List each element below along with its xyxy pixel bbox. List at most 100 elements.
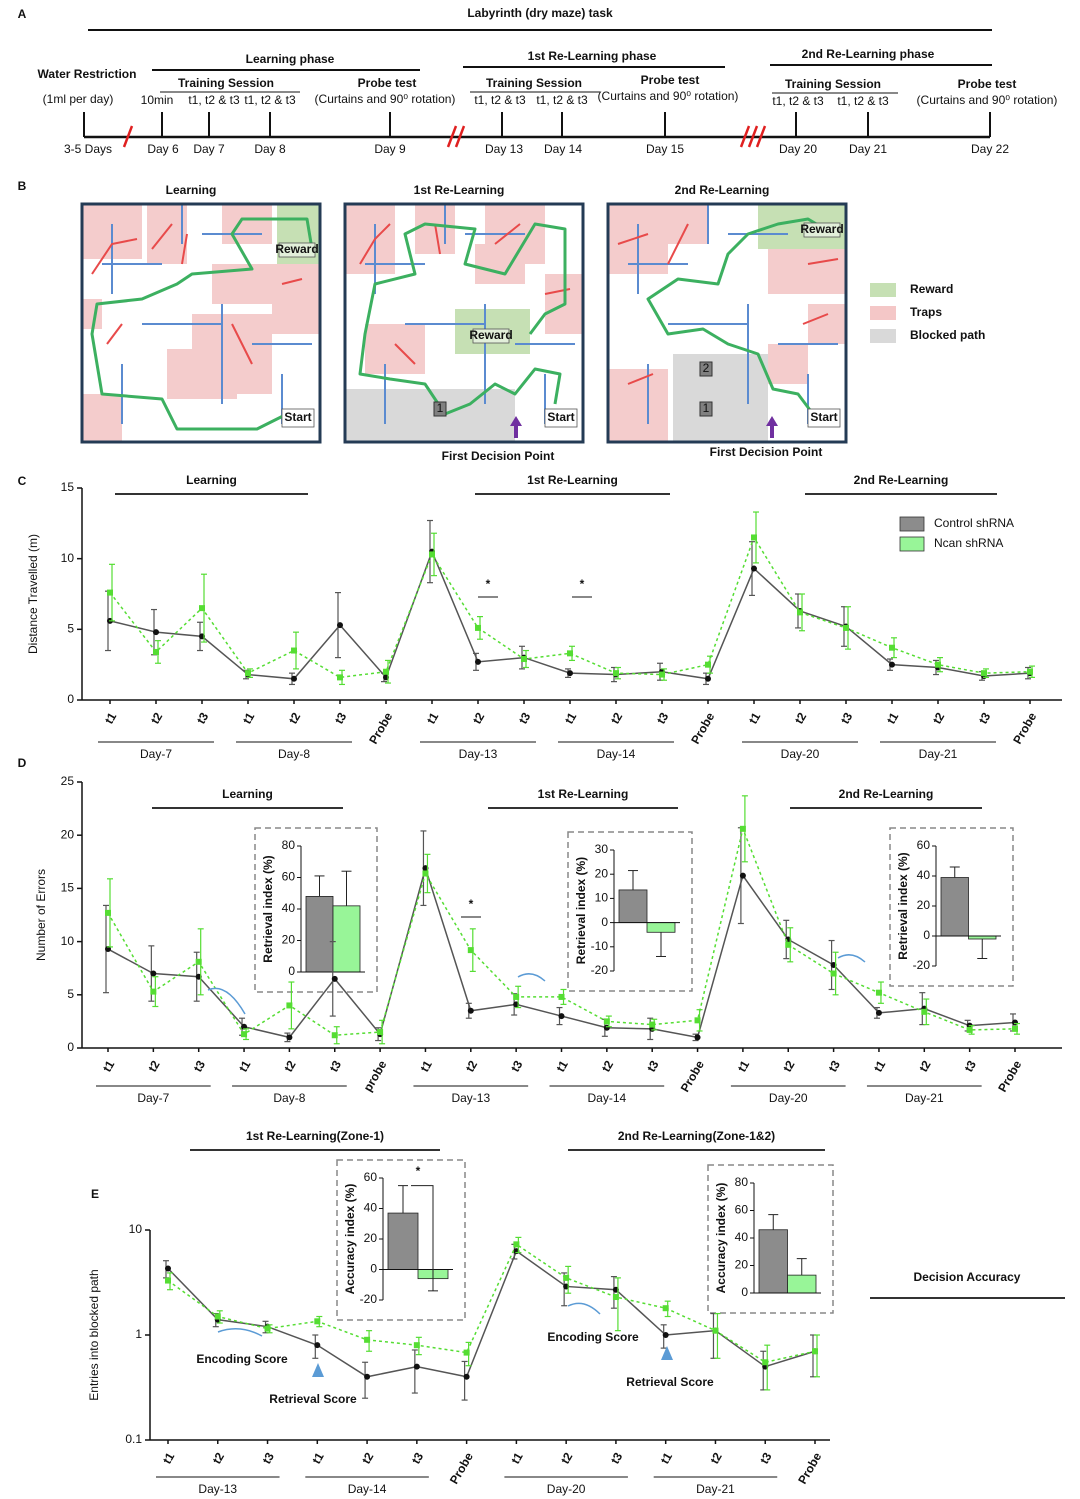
data-point [567, 670, 573, 677]
x-tick-label: t3 [654, 710, 672, 727]
inset-ylabel: Retrieval index (%) [896, 852, 910, 959]
y-tick-label: 10 [129, 1222, 143, 1236]
panel-label: D [18, 756, 27, 770]
trap-zone [167, 349, 237, 399]
data-point [812, 1348, 818, 1355]
x-tick-label: t3 [191, 1058, 209, 1075]
day-label: Day-21 [919, 747, 958, 761]
inset-tick-label: 20 [917, 898, 931, 912]
series-line [109, 549, 1031, 680]
legend-swatch [870, 329, 896, 343]
x-tick-label: t3 [608, 1450, 626, 1467]
data-point [264, 1325, 271, 1332]
y-tick-label: 0 [67, 692, 74, 706]
trap-path [617, 233, 649, 245]
x-tick-label: t3 [644, 1058, 662, 1075]
inset-frame [336, 1159, 466, 1321]
data-point [413, 1342, 420, 1349]
x-tick-label: t3 [825, 1058, 843, 1075]
blocked-zone [345, 389, 515, 442]
zone-box [433, 401, 447, 417]
start-box [281, 408, 315, 428]
y-tick-label: 1 [135, 1327, 142, 1341]
data-point [105, 946, 111, 953]
data-point [165, 1277, 171, 1284]
inset-bar [758, 1229, 788, 1294]
y-tick-label: 15 [61, 480, 75, 494]
data-point [165, 1265, 171, 1272]
data-point [195, 958, 202, 965]
x-tick-label: t2 [599, 1058, 617, 1075]
day-label: Day 14 [544, 142, 582, 156]
x-tick-label: t1 [562, 710, 580, 727]
data-point [475, 624, 481, 631]
day-label: Day-20 [769, 1091, 808, 1105]
start-label: Start [547, 410, 574, 424]
break-mark [755, 125, 767, 148]
brace [517, 973, 546, 982]
trap-path [667, 223, 689, 265]
inset-tick-label: 0 [370, 1262, 377, 1276]
trap-path [181, 233, 188, 265]
data-point [875, 1009, 882, 1016]
x-tick-label: t2 [707, 1450, 725, 1467]
x-tick-label: t1 [735, 1058, 753, 1075]
annotation: Encoding Score [196, 1352, 288, 1366]
data-point [889, 661, 895, 668]
panel-label: E [91, 1187, 99, 1201]
data-point [150, 988, 157, 995]
reward-label: Reward [469, 328, 512, 342]
data-point [981, 670, 987, 677]
brace [207, 987, 246, 1015]
data-point [467, 1007, 474, 1014]
series-line [167, 1249, 816, 1378]
data-point [751, 534, 757, 541]
decision-arrow [766, 416, 778, 438]
x-tick-label: t1 [236, 1058, 254, 1075]
data-point [463, 1349, 470, 1356]
data-point [153, 648, 159, 655]
x-tick-label: t1 [160, 1450, 178, 1467]
break-mark [446, 125, 458, 148]
phase-header: Learning [186, 473, 237, 487]
reward-label: Reward [800, 222, 843, 236]
phase-header: 2nd Re-Learning(Zone-1&2) [618, 1129, 775, 1143]
inset-tick-label: 0 [923, 928, 930, 942]
inset-tick-label: 30 [595, 842, 609, 856]
data-point [875, 989, 882, 996]
inset-bar [305, 896, 334, 973]
inset-ylabel: Retrieval index (%) [574, 857, 588, 964]
y-tick-label: 10 [61, 934, 75, 948]
day-label: Day-20 [547, 1482, 586, 1496]
day-label: Day-7 [140, 747, 172, 761]
legend-swatch [899, 536, 925, 552]
data-point [935, 661, 941, 668]
maze-border [606, 202, 848, 444]
score-arrow [661, 1346, 673, 1360]
day-label: Day-13 [451, 1091, 490, 1105]
session-label: Training Session [486, 76, 582, 90]
data-point [331, 1032, 338, 1039]
data-point [563, 1274, 570, 1281]
trap-path [151, 223, 173, 250]
data-point [921, 1008, 928, 1015]
trial-label: 10min [141, 93, 174, 107]
data-point [762, 1359, 769, 1366]
zone-label: 2 [703, 361, 710, 375]
x-tick-label: t3 [332, 710, 350, 727]
x-tick-label: t2 [148, 710, 166, 727]
data-point [694, 1034, 701, 1041]
data-point [107, 589, 113, 596]
data-point [314, 1342, 321, 1349]
data-point [797, 609, 803, 616]
x-tick-label: Probe [688, 710, 717, 747]
data-point [337, 674, 343, 681]
x-tick-label: t3 [838, 710, 856, 727]
inset-tick-label: 20 [364, 1231, 378, 1245]
legend-label: Ncan shRNA [934, 536, 1003, 550]
inset-tick-label: 60 [735, 1203, 749, 1217]
data-point [364, 1336, 371, 1343]
inset-tick-label: 80 [735, 1175, 749, 1189]
data-point [245, 670, 251, 677]
inset-tick-label: 20 [735, 1258, 749, 1272]
